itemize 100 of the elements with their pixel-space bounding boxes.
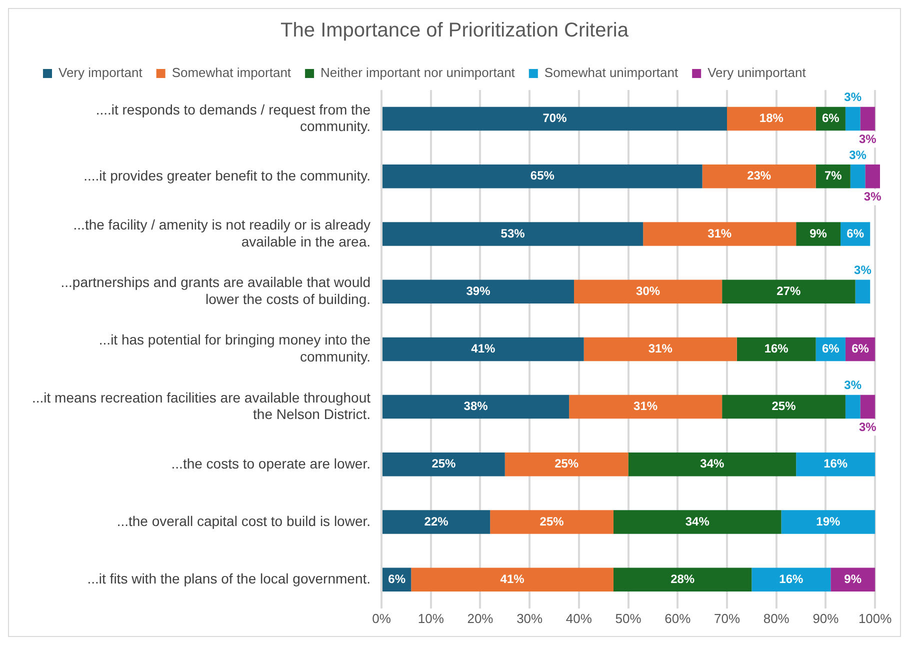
y-tick-label: ...the facility / amenity is not readily or is already available in the area. (73, 216, 371, 250)
bar (382, 164, 702, 188)
data-label: 41% (500, 572, 525, 586)
legend-label: Somewhat important (172, 65, 292, 80)
legend-label: Very unimportant (708, 65, 806, 80)
y-tick-label: ....it provides greater benefit to the community. (84, 167, 371, 184)
legend-label: Neither important nor unimportant (320, 65, 516, 80)
data-label: 31% (634, 399, 658, 414)
y-tick-label: ...it fits with the plans of the local government. (87, 570, 371, 586)
bar (382, 394, 570, 419)
bar (860, 394, 876, 419)
data-label: 3% (844, 378, 862, 392)
bar (727, 106, 816, 131)
bar (584, 337, 737, 362)
bar (845, 394, 860, 419)
data-label: 16% (824, 456, 848, 471)
data-label: 6% (822, 342, 840, 356)
chart-title: The Importance of Prioritization Criteria (280, 20, 630, 42)
bar (702, 164, 816, 188)
y-tick-label: ...partnerships and grants are available that would lower the costs of building. (60, 274, 371, 307)
y-tick-label: ...it has potential for bringing money into the community. (98, 332, 371, 364)
data-label: 18% (759, 111, 784, 126)
bar (382, 280, 574, 304)
bar (796, 452, 876, 476)
y-tick-label: ...it means recreation facilities are available throughout the Nelson District. (32, 389, 371, 422)
data-label: 27% (776, 284, 802, 298)
data-label: 3% (854, 263, 872, 278)
data-label: 70% (542, 111, 568, 126)
data-label: 31% (648, 342, 673, 356)
data-label: 65% (530, 168, 555, 183)
x-tick-label: 100% (858, 610, 892, 626)
data-label: 16% (764, 342, 789, 356)
data-label: 6% (852, 342, 870, 356)
x-tick-label: 40% (566, 610, 592, 626)
data-label: 7% (824, 168, 842, 183)
y-tick-label: ...the costs to operate are lower. (171, 455, 371, 472)
bar (752, 568, 831, 592)
data-label: 34% (700, 456, 725, 471)
data-label: 23% (747, 168, 772, 183)
data-label: 38% (464, 399, 488, 414)
bar (865, 164, 880, 188)
bar (569, 394, 722, 419)
bar (860, 106, 876, 131)
x-tick-label: 50% (615, 610, 642, 626)
bar (382, 222, 644, 246)
x-tick-label: 70% (714, 610, 740, 626)
data-label: 9% (810, 226, 828, 240)
bar (850, 164, 866, 188)
data-label: 19% (816, 514, 841, 528)
bar (504, 452, 628, 476)
bar (816, 164, 850, 188)
legend-label: Very important (58, 65, 143, 80)
bar (781, 510, 876, 534)
data-label: 6% (822, 111, 840, 126)
data-label: 6% (388, 572, 406, 586)
bar (613, 568, 752, 592)
x-tick-label: 0% (372, 610, 392, 626)
data-label: 39% (466, 284, 491, 298)
bar (382, 510, 490, 534)
data-label: 16% (779, 572, 804, 586)
bar (722, 280, 856, 304)
bar (722, 394, 846, 419)
data-label: 41% (471, 342, 496, 356)
data-label: 22% (424, 514, 449, 528)
x-tick-label: 60% (664, 610, 692, 626)
data-label: 9% (844, 572, 862, 586)
bar (613, 510, 782, 534)
x-tick-label: 20% (467, 610, 494, 626)
y-tick-label: ....it responds to demands / request from the community. (96, 101, 371, 134)
data-label: 31% (708, 226, 732, 240)
bar (628, 452, 796, 476)
bar (830, 568, 876, 592)
data-label: 34% (685, 514, 710, 528)
data-label: 3% (858, 420, 877, 434)
data-label: 30% (636, 284, 660, 298)
x-tick-label: 80% (763, 610, 790, 626)
data-label: 3% (849, 148, 867, 162)
x-tick-label: 90% (812, 610, 840, 626)
data-label: 53% (500, 226, 526, 240)
bar (490, 510, 614, 534)
bar (411, 568, 614, 592)
data-label: 25% (540, 514, 564, 528)
bar (855, 280, 870, 304)
bar (574, 280, 722, 304)
data-label: 28% (670, 572, 695, 586)
data-label: 25% (772, 399, 796, 414)
x-tick-label: 30% (516, 610, 544, 626)
data-label: 3% (844, 90, 862, 104)
data-label: 3% (864, 190, 882, 204)
x-tick-label: 10% (418, 610, 444, 626)
bar (382, 106, 727, 131)
data-label: 25% (554, 456, 579, 471)
bar (382, 337, 584, 362)
bar (736, 337, 816, 362)
data-label: 25% (432, 456, 456, 471)
bar (796, 222, 841, 246)
data-label: 3% (858, 132, 877, 146)
bar (382, 452, 505, 476)
legend-label: Somewhat unimportant (544, 65, 678, 80)
bar (845, 106, 860, 131)
